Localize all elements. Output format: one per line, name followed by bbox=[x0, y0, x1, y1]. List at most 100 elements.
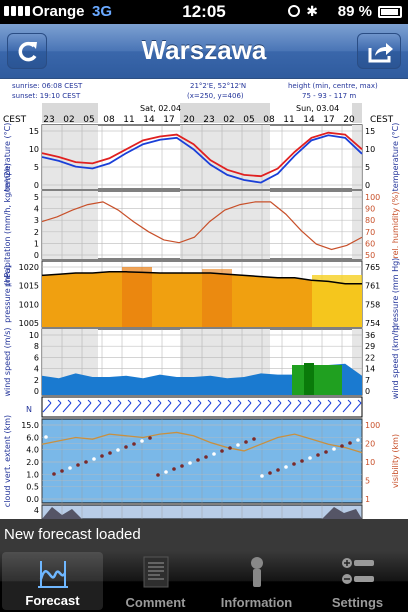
tab-comment[interactable]: Comment bbox=[105, 550, 206, 612]
tick-label: 2.0 bbox=[26, 458, 39, 467]
tick-label: 1010 bbox=[19, 300, 39, 309]
tick-label: 100 bbox=[365, 421, 380, 430]
information-icon bbox=[250, 557, 263, 587]
forecast-icon bbox=[37, 561, 68, 588]
hour-label: 11 bbox=[123, 115, 134, 125]
tab-forecast[interactable]: Forecast bbox=[2, 552, 103, 610]
coordinates-text: 21°2'E, 52°12'N bbox=[190, 82, 246, 90]
tick-label: 1 bbox=[34, 239, 39, 248]
tick-label: 50 bbox=[365, 251, 375, 260]
panel-pressure: 1020 1015 1010 1005 765 761 758 754 pressure (hP… bbox=[3, 258, 400, 331]
hour-label: 17 bbox=[163, 115, 174, 125]
tick-label: 765 bbox=[365, 263, 380, 272]
hour-label: 02 bbox=[63, 115, 74, 125]
tick-label: 4 bbox=[34, 205, 39, 214]
rotation-lock-icon bbox=[288, 5, 300, 17]
hour-label: 08 bbox=[103, 115, 115, 125]
tick-label: 1020 bbox=[19, 263, 39, 272]
tick-label: 4 bbox=[34, 365, 39, 374]
sunrise-text: sunrise: 06:08 CEST bbox=[12, 82, 83, 90]
share-button[interactable] bbox=[357, 33, 401, 69]
timeline: Sat, 02.04 Sun, 03.04 CEST CEST 23 02 05 08… bbox=[3, 103, 394, 125]
signal-icon bbox=[4, 6, 30, 16]
compass-label: N bbox=[26, 405, 32, 414]
panel-cloud: 15.0 6.0 4.0 2.0 1.0 0.5 0.0 100 20 10 5 1 cloud ver… bbox=[3, 415, 400, 507]
tick-label: 10 bbox=[29, 145, 39, 154]
hour-label: 02 bbox=[223, 115, 234, 125]
tick-label: 754 bbox=[365, 319, 380, 328]
tick-label: 8 bbox=[34, 342, 39, 351]
tick-label: 5 bbox=[34, 193, 39, 202]
grid-text: (x=250, y=406) bbox=[187, 92, 244, 100]
tab-settings[interactable]: Settings bbox=[307, 550, 408, 612]
tick-label: 20 bbox=[365, 440, 375, 449]
tick-label: 758 bbox=[365, 300, 380, 309]
tick-label: 0 bbox=[365, 387, 370, 396]
axis-label: pressure (mm Hg) bbox=[391, 258, 400, 331]
battery-icon bbox=[378, 6, 402, 18]
tick-label: 5 bbox=[365, 477, 370, 486]
height-label: height (min, centre, max) bbox=[288, 82, 378, 90]
tick-label: 15.0 bbox=[21, 421, 39, 430]
tick-label: 1 bbox=[365, 495, 370, 504]
tz-right: CEST bbox=[370, 115, 394, 125]
tick-label: 5 bbox=[34, 163, 39, 172]
panel-wind: 10 8 6 4 2 0 36 29 22 14 7 0 wind speed (m/s) wind sp… bbox=[3, 325, 400, 400]
tick-label: 29 bbox=[365, 342, 375, 351]
tick-label: 36 bbox=[365, 331, 375, 340]
tz-left: CEST bbox=[3, 115, 27, 125]
tick-label: 15 bbox=[365, 127, 375, 136]
tick-label: 0 bbox=[365, 181, 370, 190]
sunset-text: sunset: 19:10 CEST bbox=[12, 92, 81, 100]
tick-label: 0 bbox=[34, 181, 39, 190]
page-title: Warszawa bbox=[141, 35, 267, 65]
tick-label: 10 bbox=[365, 458, 375, 467]
tick-label: 14 bbox=[365, 365, 375, 374]
status-bar: Orange 3G 12:05 ✱ 89 % bbox=[0, 0, 408, 24]
clock: 12:05 bbox=[182, 2, 226, 21]
tick-label: 761 bbox=[365, 282, 380, 291]
refresh-icon bbox=[18, 41, 37, 62]
panel-temperature: 15 10 5 0 15 10 5 0 temperature (°C) temperature … bbox=[3, 123, 400, 192]
battery-percentage: 89 % bbox=[337, 3, 372, 20]
tick-label: 0.0 bbox=[26, 495, 39, 504]
tab-bar: Forecast Comment Information Settings bbox=[0, 550, 408, 612]
meteogram-chart: sunrise: 06:08 CEST sunset: 19:10 CEST 2… bbox=[0, 79, 408, 519]
tick-label: 10 bbox=[365, 145, 375, 154]
hour-label: 17 bbox=[323, 115, 334, 125]
tab-settings-label: Settings bbox=[331, 595, 384, 610]
axis-label: pressure (hPa) bbox=[3, 265, 12, 323]
tab-forecast-label: Forecast bbox=[25, 593, 80, 608]
tick-label: 7 bbox=[365, 376, 370, 385]
tick-label: 1005 bbox=[19, 319, 39, 328]
tick-label: 2 bbox=[34, 376, 39, 385]
tick-label: 5 bbox=[365, 163, 370, 172]
tab-information-label: Information bbox=[220, 595, 293, 610]
refresh-button[interactable] bbox=[7, 33, 47, 69]
tick-label: 4.0 bbox=[26, 446, 39, 455]
tab-information[interactable]: Information bbox=[206, 550, 307, 612]
tick-label: 4 bbox=[34, 506, 39, 515]
tick-label: 0 bbox=[34, 251, 39, 260]
tick-label: 70 bbox=[365, 228, 375, 237]
bluetooth-icon: ✱ bbox=[306, 3, 318, 19]
navigation-bar: Warszawa bbox=[0, 24, 408, 79]
tick-label: 90 bbox=[365, 205, 375, 214]
tick-label: 6.0 bbox=[26, 433, 39, 442]
hour-label: 08 bbox=[263, 115, 275, 125]
day-label-sat: Sat, 02.04 bbox=[140, 104, 181, 113]
axis-label: rel. humidity (%) bbox=[391, 191, 400, 258]
hour-label: 05 bbox=[243, 115, 254, 125]
tab-comment-label: Comment bbox=[125, 595, 186, 610]
panel-fog: 4 bbox=[34, 504, 363, 519]
tick-label: 1015 bbox=[19, 282, 39, 291]
hour-label: 14 bbox=[303, 115, 315, 125]
hour-label: 20 bbox=[183, 115, 195, 125]
tick-label: 15 bbox=[29, 127, 39, 136]
tick-label: 100 bbox=[365, 193, 380, 202]
toast-message: New forecast loaded bbox=[0, 519, 408, 550]
tick-label: 2 bbox=[34, 228, 39, 237]
axis-label: cloud vert. extent (km) bbox=[3, 415, 12, 507]
tick-label: 0 bbox=[34, 387, 39, 396]
